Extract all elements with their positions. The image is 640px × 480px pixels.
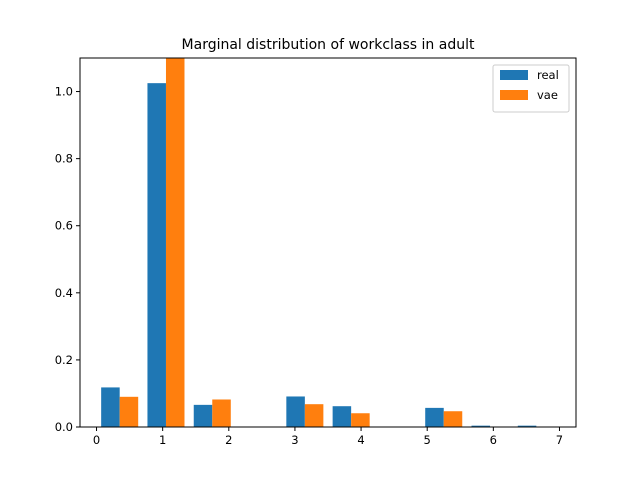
bar-real-6	[471, 425, 491, 427]
y-tick-label: 0.4	[55, 286, 73, 300]
bar-real-0	[101, 387, 120, 427]
legend-swatch-real	[500, 70, 528, 80]
y-tick-label: 0.2	[55, 353, 73, 367]
bar-real-3	[286, 396, 305, 427]
x-tick-label: 7	[556, 433, 563, 447]
x-tick-label: 5	[424, 433, 431, 447]
axes-group: 0 1 2 3 4 5 6 7 0.0 0.2 0.4 0.6 0.8 1.0	[55, 57, 577, 447]
x-tick-label: 1	[159, 433, 166, 447]
bar-real-1	[147, 83, 166, 427]
bar-vae-0	[119, 396, 139, 427]
bar-vae-4	[351, 413, 370, 427]
bar-vae-3	[304, 404, 324, 427]
legend: real vae	[492, 64, 570, 113]
x-tick-label: 3	[291, 433, 298, 447]
chart-title: Marginal distribution of workclass in ad…	[182, 37, 475, 53]
bar-real-4	[332, 406, 352, 427]
x-tick-label: 0	[93, 433, 100, 447]
bar-real-2	[193, 404, 213, 427]
legend-swatch-vae	[500, 90, 528, 100]
x-tick-label: 4	[357, 433, 364, 447]
bars-group	[101, 58, 537, 427]
bar-real-7	[517, 425, 537, 427]
y-tick-label: 0.6	[55, 219, 73, 233]
x-tick-label: 6	[490, 433, 497, 447]
y-tick-label: 0.0	[55, 420, 73, 434]
bar-vae-2	[212, 399, 231, 427]
y-tick-label: 0.8	[55, 152, 73, 166]
legend-label-real: real	[537, 68, 559, 82]
y-tick-label: 1.0	[55, 85, 73, 99]
legend-label-vae: vae	[537, 88, 558, 102]
bar-vae-5	[443, 411, 463, 427]
bar-real-5	[425, 407, 444, 427]
bar-vae-1	[165, 58, 185, 427]
plot-frame	[79, 57, 577, 428]
x-tick-label: 2	[225, 433, 232, 447]
